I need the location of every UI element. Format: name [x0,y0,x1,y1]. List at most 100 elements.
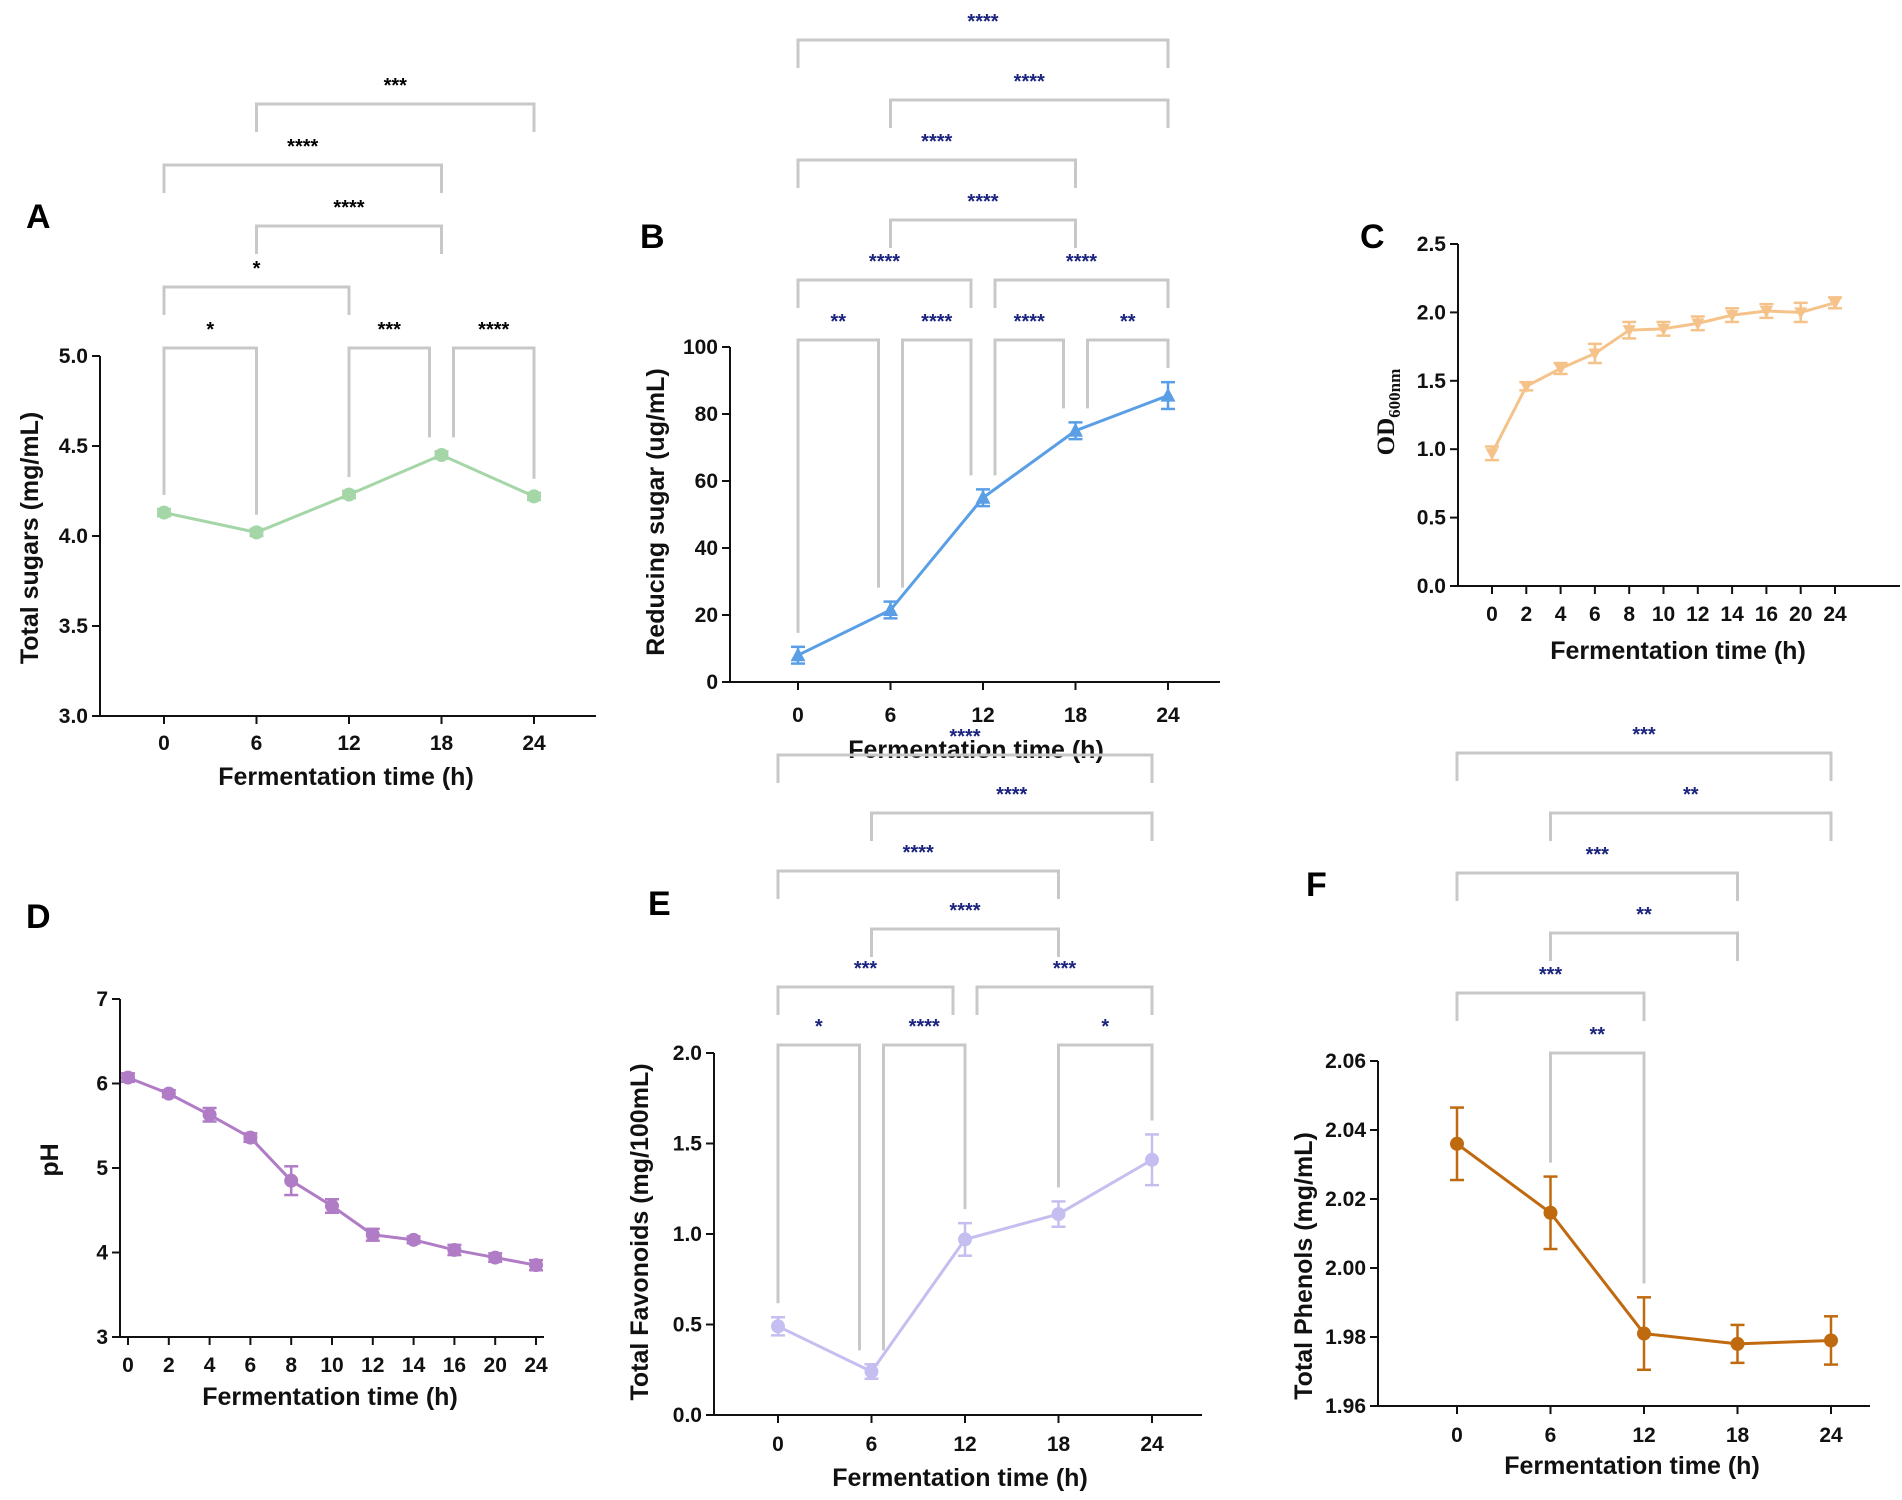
panel-f-y-tick-label: 1.96 [1325,1395,1366,1418]
panel-d-y-tick-label: 7 [96,988,108,1011]
panel-b-significance-bracket [796,158,1077,188]
panel-d-data-point [529,1258,543,1273]
panel-f-significance-bracket [1455,871,1739,901]
panel-f-x-tick-label: 24 [1819,1424,1843,1447]
panel-a-significance-bracket [162,285,351,315]
panel-c-letter: C [1360,218,1385,256]
panel-b-x-axis-title: Fermentation time (h) [848,736,1104,764]
panel-f-significance-label: ** [1683,784,1699,806]
panel-c-y-axis-title: OD600nm [1373,369,1404,456]
panel-d-data-point [488,1250,503,1265]
panel-d-y-tick-label: 3 [96,1326,108,1349]
panel-b: B Reducing sugar (ug/mL) Fermentation ti… [640,11,1220,764]
panel-c-plot: 0.00.51.01.52.02.50 2 4 6 8 10 12 14 16 20 24 [1417,233,1900,626]
panel-b-x-tick-label: 24 [1156,704,1180,727]
panel-c-x-tick-label: 2 [1520,603,1532,626]
panel-b-data-point [975,489,991,504]
panel-c-x-tick-label: 4 [1555,603,1567,626]
panel-b-significance-label: **** [869,251,900,273]
panel-b-data-point [790,647,806,662]
panel-b-significance-bracket [889,218,1077,248]
panel-a-data-point [342,487,356,502]
panel-a-x-tick-label: 18 [430,732,454,755]
panel-f-x-axis-title: Fermentation time (h) [1504,1452,1760,1480]
panel-b-significance-label: **** [967,11,998,33]
panel-d-x-tick-label: 12 [361,1354,384,1377]
panel-f: F Total Phenols (mg/mL) Fermentation tim… [1290,724,1870,1480]
panel-a-significance-bracket [162,163,443,193]
panel-b-significance-bracket [901,338,973,588]
panel-f-significance-label: ** [1589,1024,1605,1046]
panel-a-x-tick-label: 0 [158,732,170,755]
panel-c-data-point [1519,381,1533,394]
panel-f-data-point [1450,1136,1464,1151]
panel-a-letter: A [26,198,51,236]
panel-e-significance-label: **** [949,726,980,748]
panel-e-y-tick-label: 0.0 [673,1404,702,1427]
panel-e-significance-bracket [870,927,1060,957]
panel-e-x-tick-label: 0 [772,1433,784,1456]
panel-b-significance-bracket [796,338,880,633]
panel-e-significance-bracket [776,1043,861,1351]
panel-b-y-tick-label: 100 [683,336,718,359]
panel-f-significance-label: ** [1636,904,1652,926]
panel-b-x-tick-label: 6 [885,704,897,727]
panel-f-y-tick-label: 1.98 [1325,1326,1366,1349]
panel-c-x-tick-label: 0 [1486,603,1498,626]
panel-e-significance-label: *** [1053,958,1077,980]
panel-f-data-point [1824,1333,1838,1348]
panel-f-significance-label: *** [1586,844,1610,866]
panel-b-x-tick-label: 18 [1064,704,1088,727]
panel-a-y-tick-label: 5.0 [59,345,88,368]
panel-f-significance-bracket [1455,751,1833,781]
panel-d-data-point [202,1107,217,1122]
panel-b-data-point [883,601,898,616]
panel-e-data-point [771,1319,785,1334]
panel-c-x-tick-label: 16 [1755,603,1778,626]
panel-c-x-tick-label: 20 [1789,603,1812,626]
panel-d-y-tick-label: 6 [96,1073,108,1096]
panel-b-x-tick-label: 0 [792,704,804,727]
panel-d-x-axis-title: Fermentation time (h) [202,1383,458,1411]
panel-d-x-tick-label: 0 [122,1354,134,1377]
panel-f-x-tick-label: 12 [1632,1424,1655,1447]
panel-b-significance-bracket [993,278,1170,308]
panel-c-data-point [1622,325,1636,338]
panel-f-significance-bracket [1549,931,1739,961]
panel-e-significance-label: **** [996,784,1027,806]
panel-d-data-point [325,1199,339,1214]
panel-a-significance-label: * [253,258,261,280]
panel-d-data-point [243,1130,258,1145]
panel-e: E Total Favonoids (mg/100mL) Fermentatio… [626,726,1202,1492]
panel-b-significance-label: **** [1066,251,1097,273]
panel-b-y-tick-label: 20 [695,604,718,627]
panel-d-x-tick-label: 8 [285,1354,297,1377]
panel-c-x-tick-label: 8 [1623,603,1635,626]
panel-a-data-point [249,525,264,540]
panel-f-significance-label: *** [1632,724,1656,746]
panel-f-x-tick-label: 0 [1451,1424,1463,1447]
panel-d-y-axis-title: pH [36,1143,64,1176]
panel-d-letter: D [26,898,51,936]
panel-e-y-axis-title: Total Favonoids (mg/100mL) [626,1063,654,1400]
panel-c-data-point [1725,310,1739,323]
panel-d-data-point [406,1232,421,1247]
panel-a-x-axis-title: Fermentation time (h) [218,763,474,791]
panel-b-significance-label: ** [830,311,846,333]
panel-c-y-axis-title-subscript: 600nm [1385,369,1404,418]
panel-d-x-tick-label: 16 [443,1354,466,1377]
panel-e-significance-label: **** [903,842,934,864]
panel-a-x-tick-label: 24 [522,732,546,755]
panel-b-significance-label: **** [921,131,952,153]
panel-f-letter: F [1306,866,1327,904]
panel-b-significance-label: ** [1120,311,1136,333]
panel-d-x-tick-label: 20 [484,1354,507,1377]
panel-e-significance-label: **** [909,1016,940,1038]
panel-b-significance-bracket [796,38,1170,68]
panel-e-x-tick-label: 24 [1140,1433,1164,1456]
panel-b-y-tick-label: 80 [695,403,718,426]
panel-c-y-axis-title-main: OD [1373,418,1400,456]
panel-c-data-point [1759,306,1773,319]
